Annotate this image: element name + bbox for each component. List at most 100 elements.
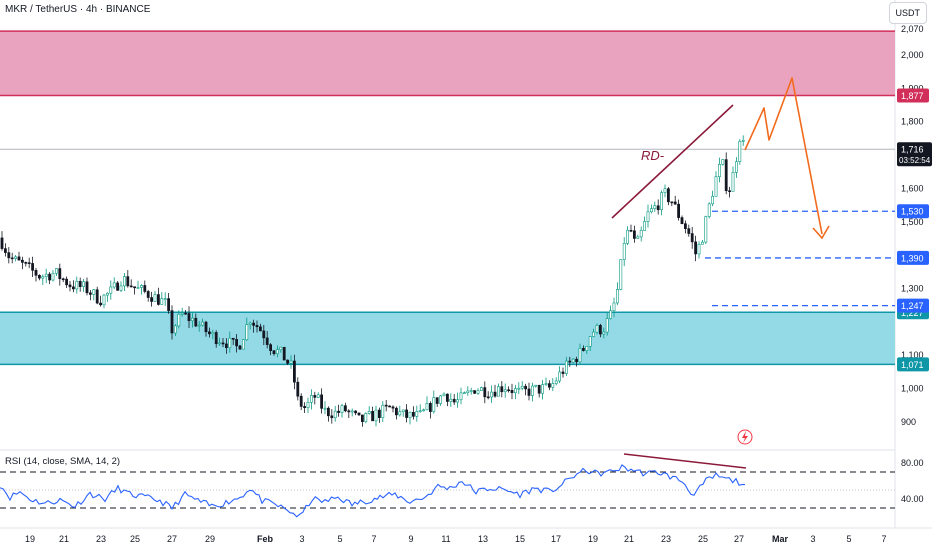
candle-body bbox=[690, 233, 694, 243]
candle-body bbox=[126, 276, 130, 287]
candle-body bbox=[10, 257, 14, 260]
candle-body bbox=[456, 399, 460, 403]
resistance-low-badge bbox=[897, 88, 929, 103]
candle-body bbox=[728, 190, 732, 193]
candle-body bbox=[282, 346, 286, 361]
candle-body bbox=[626, 229, 630, 244]
currency-button[interactable]: USDT bbox=[888, 2, 927, 24]
candle-body bbox=[534, 384, 538, 387]
rsi-indicator-label[interactable]: RSI (14, close, SMA, 14, 2) bbox=[5, 456, 121, 467]
candle-body bbox=[466, 390, 470, 393]
price-tick-label: 2,000 bbox=[901, 50, 924, 60]
candle-body bbox=[711, 196, 715, 205]
candle-body bbox=[238, 345, 242, 350]
candle-body bbox=[643, 221, 647, 231]
candle-body bbox=[48, 273, 52, 281]
candle-body bbox=[622, 243, 626, 260]
current-price-badge bbox=[897, 142, 932, 167]
price-tick-label: 1,900 bbox=[901, 83, 924, 93]
candle-body bbox=[411, 411, 415, 417]
zones bbox=[0, 30, 895, 366]
symbol-title[interactable]: MKR / TetherUS · 4h · BINANCE bbox=[5, 4, 151, 15]
candle-body bbox=[89, 292, 92, 295]
candle-body bbox=[201, 321, 205, 326]
candle-body bbox=[51, 272, 55, 281]
candle-body bbox=[564, 360, 568, 374]
candle-body bbox=[615, 289, 619, 304]
candle-body bbox=[129, 285, 133, 288]
candle-body bbox=[235, 339, 239, 347]
candle-body bbox=[469, 390, 473, 392]
time-tick-label: 21 bbox=[624, 534, 634, 544]
levels bbox=[0, 148, 895, 307]
candle-body bbox=[677, 203, 681, 218]
candle-body bbox=[687, 228, 691, 234]
rsi-80-label: 80.00 bbox=[901, 458, 924, 468]
candle-body bbox=[568, 360, 572, 363]
candle-body bbox=[265, 337, 269, 345]
candle-body bbox=[208, 331, 211, 335]
candle-body bbox=[34, 270, 38, 276]
candle-body bbox=[714, 176, 718, 197]
candle-body bbox=[588, 336, 592, 347]
level-1390-badge bbox=[897, 250, 929, 265]
candle-body bbox=[262, 330, 266, 339]
candle-body bbox=[592, 331, 596, 337]
candle-body bbox=[513, 388, 517, 394]
candle-body bbox=[7, 252, 11, 259]
candle-body bbox=[554, 380, 558, 384]
candle-body bbox=[279, 346, 283, 350]
candle-body bbox=[306, 402, 310, 408]
candle-body bbox=[595, 325, 599, 333]
candle-body bbox=[177, 313, 181, 327]
candle-body bbox=[367, 410, 371, 414]
candle-body bbox=[432, 397, 436, 412]
time-tick-label: 9 bbox=[408, 534, 413, 544]
support-high-badge-label: 1,227 bbox=[901, 308, 924, 318]
candle-body bbox=[415, 411, 419, 417]
candle-body bbox=[204, 321, 208, 333]
time-tick-label: 25 bbox=[698, 534, 708, 544]
candle-body bbox=[520, 385, 524, 389]
candle-body bbox=[704, 216, 708, 243]
candle-body bbox=[41, 276, 45, 279]
level-1247-badge-label: 1,247 bbox=[901, 301, 924, 311]
candle-body bbox=[309, 395, 313, 403]
candle-body bbox=[371, 410, 375, 422]
candle-body bbox=[435, 397, 439, 404]
candle-body bbox=[473, 390, 477, 394]
candle-body bbox=[157, 294, 160, 305]
price-tick-label: 1,600 bbox=[901, 183, 924, 193]
candle-body bbox=[707, 203, 711, 217]
time-tick-label: 11 bbox=[441, 534, 450, 544]
candle-body bbox=[133, 286, 137, 289]
candle-body bbox=[106, 292, 109, 296]
price-tick-label: 1,500 bbox=[901, 217, 924, 227]
candle-body bbox=[496, 386, 500, 397]
support-zone bbox=[0, 312, 895, 365]
candle-body bbox=[333, 410, 337, 419]
candle-body bbox=[58, 268, 62, 280]
annotations: RD- bbox=[611, 77, 830, 469]
candle-body bbox=[697, 243, 701, 255]
candle-body bbox=[357, 412, 361, 416]
candle-body bbox=[119, 285, 123, 291]
candle-body bbox=[612, 302, 616, 311]
candle-body bbox=[296, 381, 300, 397]
candle-body bbox=[544, 383, 548, 385]
candle-body bbox=[85, 281, 89, 294]
candle-body bbox=[449, 398, 453, 402]
candle-body bbox=[663, 188, 667, 193]
candle-body bbox=[275, 349, 279, 355]
time-tick-label: 23 bbox=[96, 534, 106, 544]
candle-body bbox=[255, 325, 259, 328]
candle-body bbox=[694, 241, 698, 255]
candle-body bbox=[717, 164, 721, 178]
rsi-pane bbox=[0, 464, 895, 518]
candle-body bbox=[218, 342, 222, 345]
candle-body bbox=[422, 409, 426, 412]
candle-body bbox=[394, 407, 398, 416]
time-tick-label: 7 bbox=[881, 534, 886, 544]
candle-body bbox=[65, 278, 69, 286]
